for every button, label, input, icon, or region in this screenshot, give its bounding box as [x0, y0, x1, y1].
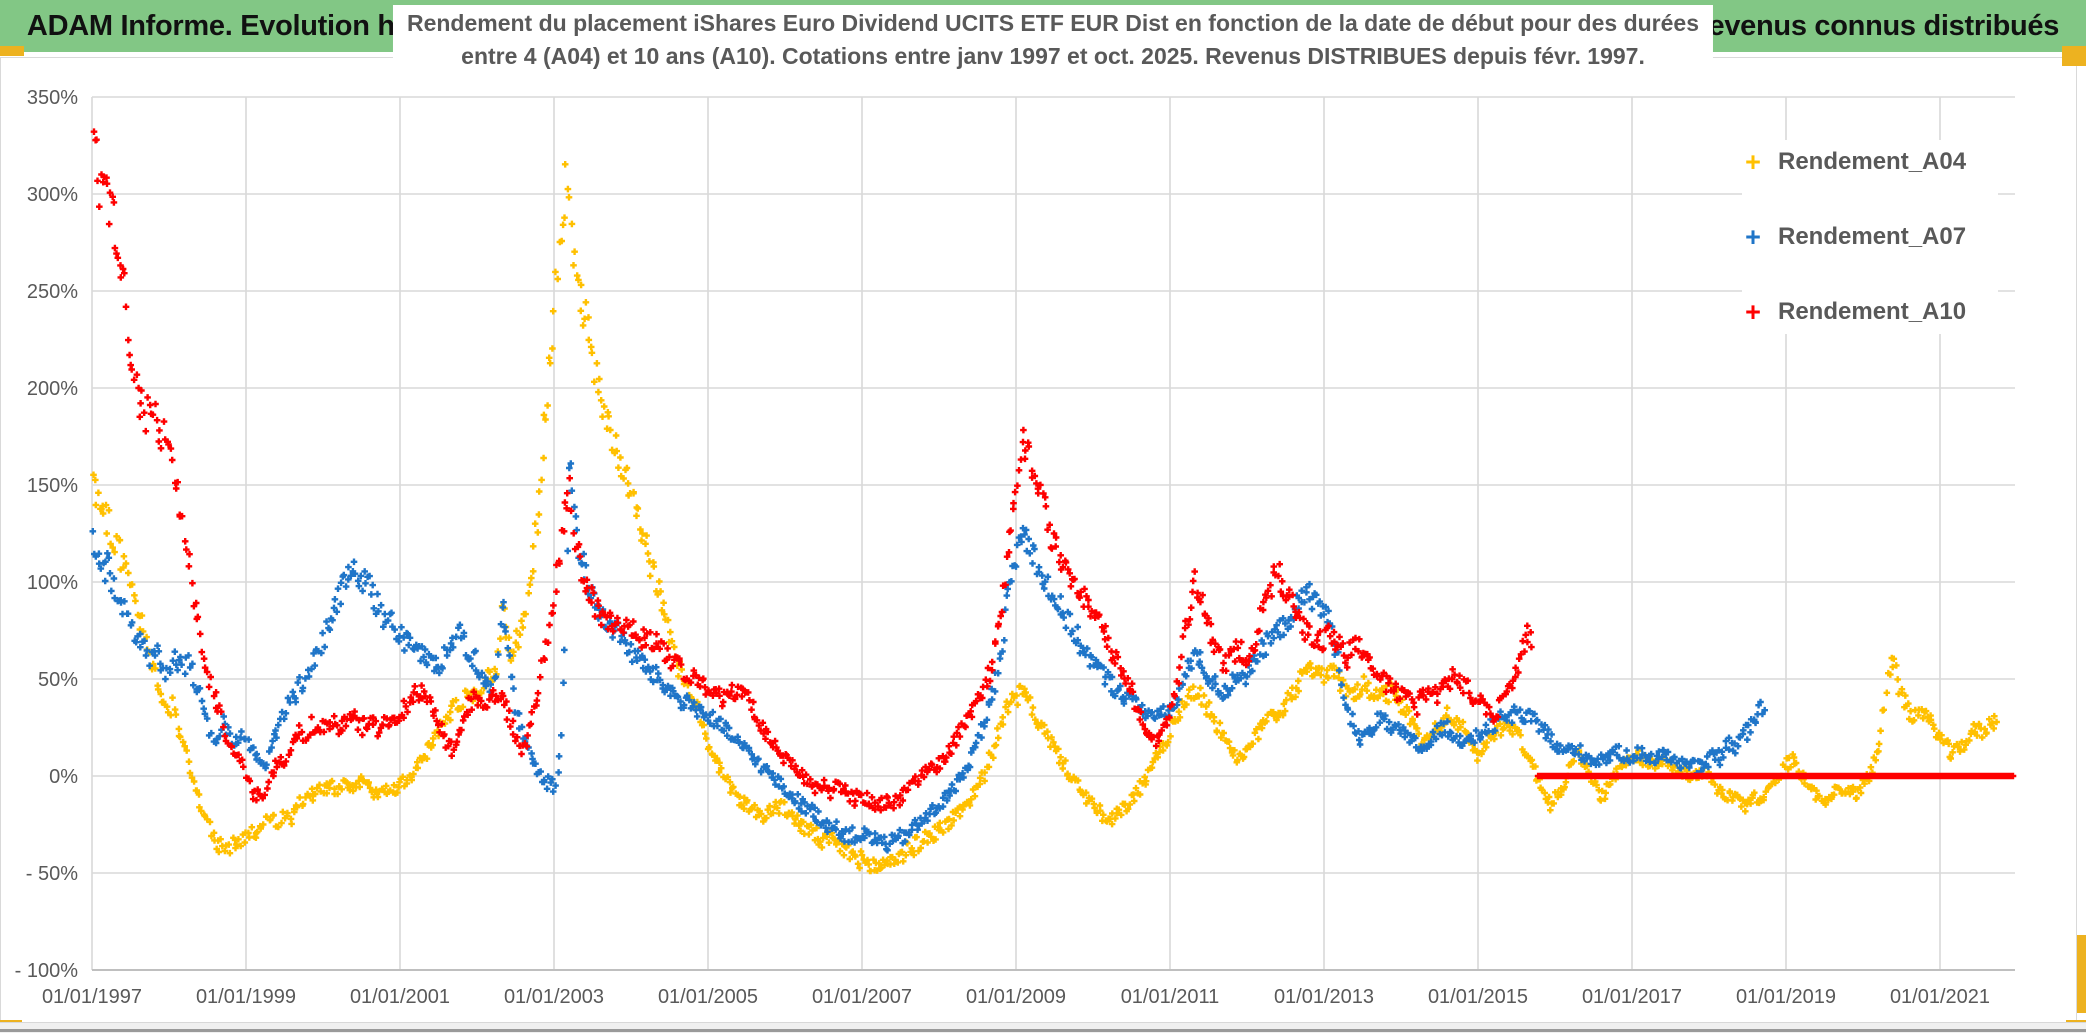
x-tick-label: 01/01/2021: [1890, 986, 1990, 1008]
legend-entry-a10[interactable]: + Rendement_A10: [1742, 298, 1998, 326]
x-tick-label: 01/01/1997: [42, 986, 142, 1008]
y-tick-label: 200%: [27, 378, 78, 400]
legend-entry-a07[interactable]: + Rendement_A07: [1742, 223, 1998, 251]
y-tick-label: 300%: [27, 184, 78, 206]
plus-marker-icon: +: [1745, 222, 1761, 252]
y-tick-label: - 50%: [26, 863, 78, 885]
y-tick-label: 350%: [27, 87, 78, 109]
x-tick-label: 01/01/2005: [658, 986, 758, 1008]
worksheet-bottom-strip: [0, 1022, 2086, 1033]
x-tick-label: 01/01/2019: [1736, 986, 1836, 1008]
x-tick-label: 01/01/2007: [812, 986, 912, 1008]
legend-entry-a04[interactable]: + Rendement_A04: [1742, 148, 1998, 176]
window-bottom-edge: [0, 1029, 2086, 1032]
series-points-rendement_a07[interactable]: [89, 460, 1769, 854]
legend[interactable]: + Rendement_A04 + Rendement_A07 + Rendem…: [1742, 140, 1998, 334]
series-points-rendement_a04[interactable]: [90, 161, 2000, 875]
x-tick-label: 01/01/2015: [1428, 986, 1528, 1008]
y-tick-label: 250%: [27, 281, 78, 303]
y-tick-label: - 100%: [15, 960, 79, 982]
chart-title-line2: entre 4 (A04) et 10 ans (A10). Cotations…: [461, 43, 1645, 69]
gold-accent-top-left: [0, 46, 24, 56]
series-points-rendement_a10[interactable]: [90, 128, 2017, 814]
x-tick-label: 01/01/2011: [1121, 986, 1220, 1008]
chart-frame[interactable]: [0, 57, 2077, 1024]
plus-marker-icon: +: [1745, 297, 1761, 327]
x-tick-label: 01/01/1999: [196, 986, 296, 1008]
legend-label-a07: Rendement_A07: [1778, 223, 1967, 250]
x-tick-label: 01/01/2017: [1582, 986, 1682, 1008]
gold-accent-top-right: [2062, 46, 2086, 66]
gold-accent-right-strip: [2077, 935, 2086, 1013]
x-tick-label: 01/01/2003: [504, 986, 604, 1008]
plus-marker-icon: +: [1745, 147, 1761, 177]
chart-title[interactable]: Rendement du placement iShares Euro Divi…: [392, 5, 1714, 75]
x-tick-label: 01/01/2013: [1274, 986, 1374, 1008]
y-tick-label: 50%: [38, 669, 78, 691]
legend-label-a10: Rendement_A10: [1778, 298, 1967, 325]
x-tick-label: 01/01/2009: [966, 986, 1066, 1008]
y-tick-label: 150%: [27, 475, 78, 497]
x-tick-label: 01/01/2001: [350, 986, 450, 1008]
y-tick-label: 100%: [27, 572, 78, 594]
y-tick-label: 0%: [49, 766, 78, 788]
legend-label-a04: Rendement_A04: [1778, 148, 1967, 175]
chart-title-line1: Rendement du placement iShares Euro Divi…: [406, 10, 1700, 36]
